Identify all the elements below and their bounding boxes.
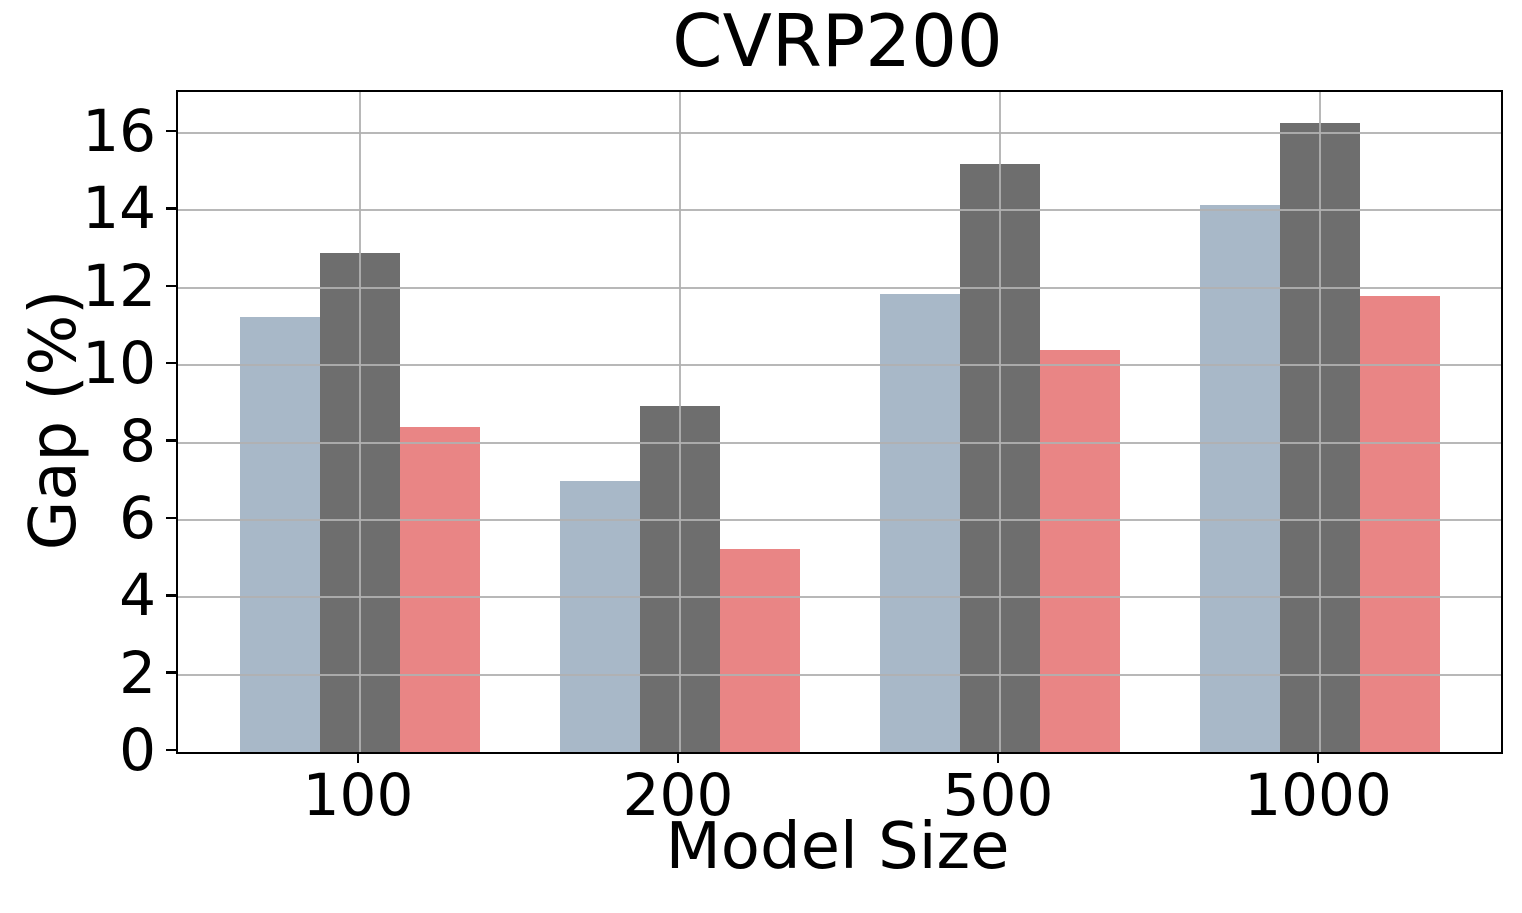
y-tick-label-16: 16 <box>82 97 156 165</box>
y-tick-label-12: 12 <box>82 251 156 320</box>
chart-title: CVRP200 <box>672 0 1003 83</box>
y-tick-label-2: 2 <box>119 638 156 707</box>
y-tick-label-14: 14 <box>82 174 156 243</box>
x-tick-mark-500 <box>996 752 1000 763</box>
bar-series-red-x500 <box>1040 349 1120 752</box>
y-tick-mark-0 <box>166 748 176 752</box>
x-tick-mark-200 <box>676 752 680 763</box>
bar-series-blue-x500 <box>880 293 960 752</box>
y-tick-mark-10 <box>166 361 176 365</box>
bar-series-gray-x100 <box>320 252 400 752</box>
plot-area <box>176 90 1503 754</box>
bar-series-red-x100 <box>400 427 480 752</box>
x-tick-label-100: 100 <box>302 761 414 829</box>
y-tick-label-8: 8 <box>119 406 156 475</box>
bar-series-blue-x100 <box>240 316 320 752</box>
y-tick-label-0: 0 <box>119 716 156 784</box>
y-tick-mark-8 <box>166 439 176 442</box>
y-tick-mark-4 <box>166 594 176 597</box>
y-tick-mark-12 <box>166 284 176 287</box>
x-tick-mark-1000 <box>1316 752 1320 763</box>
y-tick-label-4: 4 <box>119 561 156 630</box>
y-tick-mark-6 <box>166 516 176 520</box>
x-tick-mark-100 <box>356 752 360 763</box>
bar-series-gray-x500 <box>960 163 1040 752</box>
y-tick-mark-14 <box>166 207 176 210</box>
bar-series-gray-x200 <box>640 405 720 752</box>
bar-series-gray-x1000 <box>1280 123 1360 752</box>
bar-series-red-x200 <box>720 548 800 752</box>
y-tick-mark-16 <box>166 129 176 133</box>
bars-layer <box>178 92 1501 752</box>
x-tick-label-500: 500 <box>942 761 1054 829</box>
y-tick-label-10: 10 <box>82 329 156 398</box>
y-tick-mark-2 <box>166 671 176 674</box>
x-tick-label-1000: 1000 <box>1244 761 1392 829</box>
bar-series-blue-x1000 <box>1200 204 1280 752</box>
y-tick-label-6: 6 <box>119 483 156 552</box>
x-axis-label: Model Size <box>665 810 1010 884</box>
bar-series-blue-x200 <box>560 481 640 752</box>
x-tick-label-200: 200 <box>622 761 734 829</box>
bar-series-red-x1000 <box>1360 295 1440 752</box>
